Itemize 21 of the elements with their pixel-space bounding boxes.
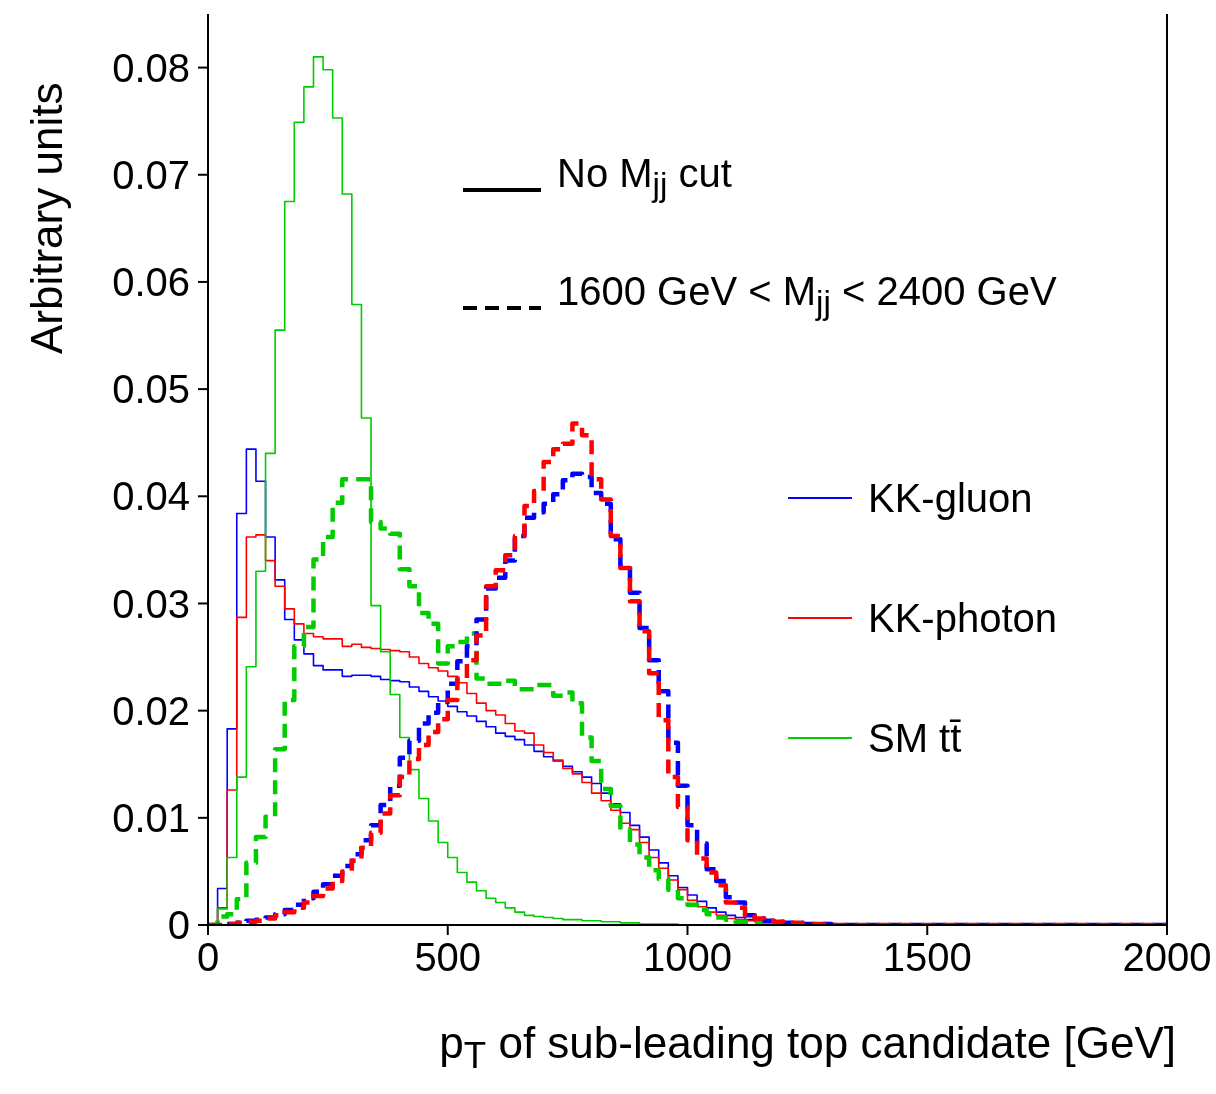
x-tick-label: 0	[196, 935, 220, 980]
y-tick-label: 0.04	[112, 474, 190, 519]
y-tick-label: 0.05	[112, 367, 190, 412]
y-axis-title: Arbitrary units	[22, 82, 72, 354]
legend-label: KK-photon	[868, 595, 1058, 641]
x-tick-label: 1000	[643, 935, 732, 980]
y-tick-label: 0.02	[112, 688, 190, 733]
annotation: No M$_{jj}$ cut	[557, 150, 732, 205]
x-tick-label: 500	[414, 935, 482, 980]
x-axis-title: p$_{T}$ of sub-leading top candidate [GeV]	[439, 1018, 1176, 1077]
y-tick-label: 0.01	[112, 796, 190, 841]
legend-label: KK-gluon	[868, 475, 1033, 521]
y-tick-label: 0.08	[112, 45, 190, 90]
y-tick-label: 0.07	[112, 152, 190, 197]
legend-label: SM tt̄	[868, 715, 962, 761]
annotation: 1600 GeV < M$_{jj}$ < 2400 GeV	[557, 268, 1057, 323]
x-tick-label: 1500	[882, 935, 972, 980]
y-tick-label: 0.06	[112, 260, 190, 305]
y-tick-label: 0	[167, 903, 190, 948]
x-tick-label: 2000	[1122, 935, 1212, 980]
y-tick-label: 0.03	[112, 581, 190, 626]
